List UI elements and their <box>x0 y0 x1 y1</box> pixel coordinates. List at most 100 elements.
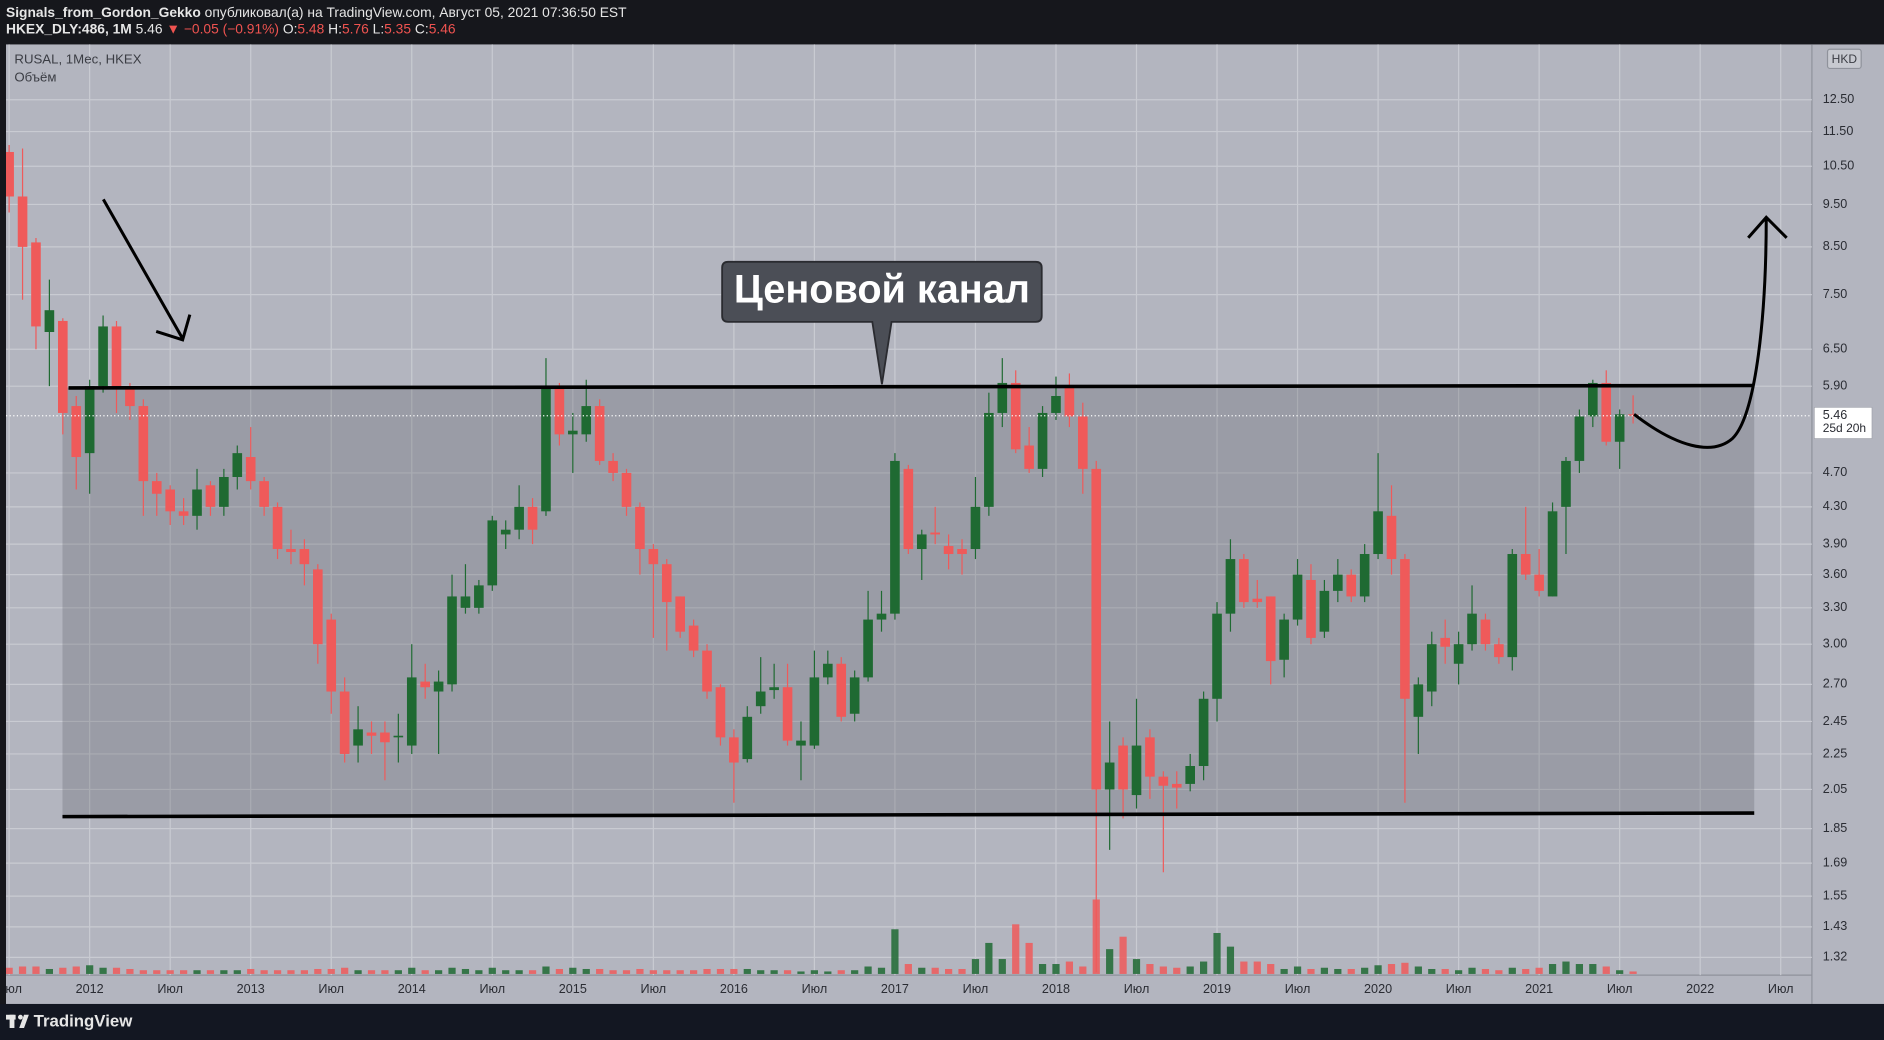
volume-bar <box>1012 924 1020 974</box>
candle-body <box>581 406 592 435</box>
volume-bar <box>153 970 161 974</box>
chart-title: RUSAL, 1Мес, HKEX <box>14 52 141 67</box>
candle-body <box>1346 574 1357 597</box>
volume-bar <box>1253 961 1261 974</box>
candle-body <box>1171 783 1182 788</box>
y-tick-label: 1.69 <box>1823 855 1848 869</box>
volume-bar <box>743 968 751 974</box>
candle-body <box>675 596 685 632</box>
candle-body <box>326 619 337 692</box>
volume-bar <box>1025 942 1033 974</box>
candle-body <box>1118 745 1128 790</box>
volume-bar <box>72 966 80 974</box>
volume-bar <box>475 970 483 974</box>
candle-body <box>1574 416 1585 461</box>
candle-body <box>608 460 618 473</box>
axes: 12.50 11.50 10.50 9.50 8.50 7.50 6.50 5.90 4.70 4… <box>6 92 1873 964</box>
y-tick-label: 2.25 <box>1823 746 1848 760</box>
candle-body <box>809 677 820 746</box>
volume-bar <box>314 968 322 974</box>
candle-body <box>702 650 712 692</box>
y-tick-label: 1.43 <box>1823 919 1848 933</box>
volume-bar <box>394 970 402 974</box>
y-tick-label: 7.50 <box>1823 287 1848 301</box>
volume-bar <box>1106 949 1114 974</box>
candle-body <box>1413 684 1424 717</box>
volume-bar <box>1307 968 1315 974</box>
volume-bar <box>1414 966 1422 974</box>
volume-bar <box>1455 970 1463 974</box>
candle-body <box>1333 574 1343 591</box>
volume-bar <box>220 970 228 974</box>
candle-body <box>1185 766 1195 784</box>
volume-bar <box>45 968 53 974</box>
candle-body <box>903 468 914 550</box>
volume-bar <box>1267 964 1275 974</box>
candle-body <box>1426 644 1437 692</box>
last-price-box <box>1814 407 1873 439</box>
candle-body <box>568 430 578 435</box>
candle-body <box>715 687 726 738</box>
candle-body <box>393 735 404 738</box>
candle-body <box>594 406 605 461</box>
volume-bar <box>59 967 67 974</box>
currency-badge <box>1826 48 1862 70</box>
candle-body <box>219 476 229 507</box>
candle-body <box>890 460 900 614</box>
candle-body <box>943 546 954 555</box>
volume-bar <box>757 970 765 974</box>
y-tick-label: 3.90 <box>1823 536 1848 550</box>
candle-body <box>31 242 41 327</box>
volume-bar <box>1428 968 1436 974</box>
volume-bar <box>1119 936 1127 974</box>
channel-zone <box>62 385 1755 817</box>
candle-body <box>44 310 55 333</box>
candle-body <box>1158 776 1169 786</box>
x-tick-label: Июл <box>318 982 344 996</box>
volume-bar <box>421 970 429 974</box>
volume-bar <box>958 968 966 974</box>
candle-body <box>1252 598 1263 603</box>
x-tick-label: 2015 <box>559 982 587 996</box>
volume-bar <box>918 967 926 974</box>
volume-bar <box>6 967 13 974</box>
volume-bar <box>1441 968 1449 974</box>
candle-body <box>755 691 766 707</box>
x-tick-label: 2013 <box>237 982 265 996</box>
candle-body <box>970 506 981 550</box>
volume-bar <box>703 968 711 974</box>
volume-bar <box>488 967 496 974</box>
volume-bar <box>1293 966 1302 974</box>
volume-bar <box>1347 968 1355 974</box>
volume-bar <box>810 970 819 974</box>
candle-body <box>836 663 847 717</box>
volume-bar <box>824 971 832 974</box>
arrow-down <box>102 198 192 342</box>
candle-body <box>272 506 283 550</box>
volume-bar <box>381 970 389 974</box>
volume-bar <box>998 959 1006 974</box>
x-tick-label: 2022 <box>1686 982 1714 996</box>
candle-body <box>205 485 216 507</box>
volume-bar <box>1320 967 1329 974</box>
candle-body <box>1024 445 1034 469</box>
candle-body <box>1588 382 1598 417</box>
header-line: Signals_from_Gordon_Gekko опубликовал(а)… <box>6 4 627 20</box>
volume-bar <box>1589 964 1597 974</box>
x-tick-label: Июл <box>1285 982 1311 996</box>
x-tick-label: 2012 <box>76 982 104 996</box>
candle-body <box>192 489 202 516</box>
y-tick-label: 3.00 <box>1823 637 1848 651</box>
candle-body <box>58 320 68 413</box>
volume-bar <box>1186 966 1194 974</box>
volume-bar <box>1052 964 1060 974</box>
candle-body <box>98 326 108 387</box>
candle-body <box>1225 559 1236 614</box>
candle-body <box>487 520 498 586</box>
candle-body <box>621 472 632 507</box>
change: ▼ −0.05 (−0.91%) <box>166 21 279 37</box>
y-tick-label: 1.85 <box>1823 821 1848 835</box>
x-tick-label: 2020 <box>1364 982 1392 996</box>
candle-body <box>554 386 565 435</box>
volume-bar <box>260 970 268 974</box>
